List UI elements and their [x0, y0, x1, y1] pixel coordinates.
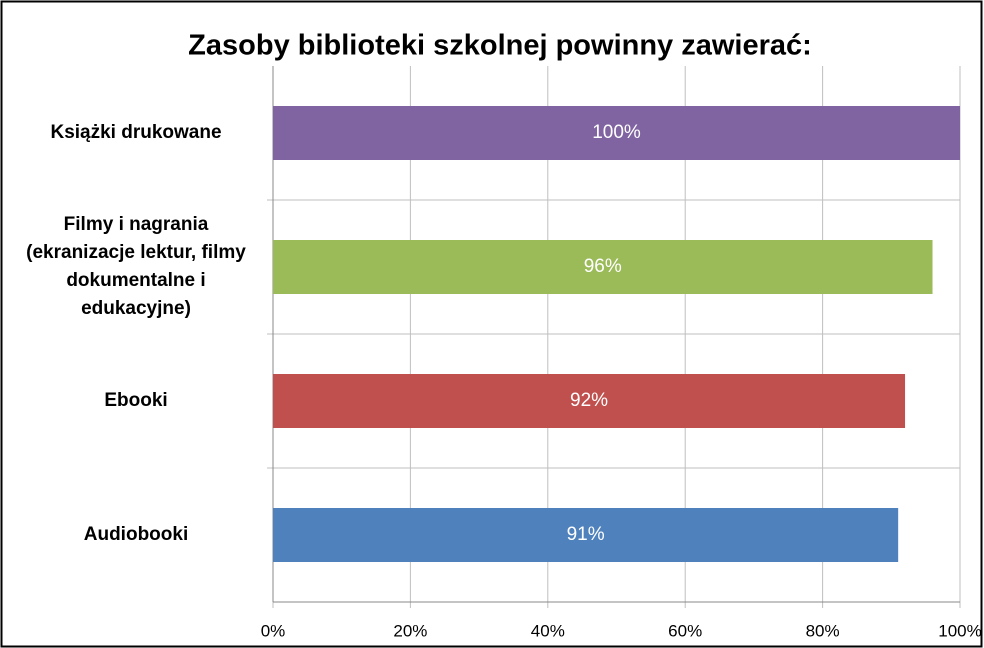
x-tick-label: 0% [261, 621, 286, 640]
bar [273, 106, 960, 160]
bar [273, 374, 906, 428]
x-tick-label: 60% [668, 621, 702, 640]
chart-title: Zasoby biblioteki szkolnej powinny zawie… [188, 30, 812, 62]
y-tick-label: Książki drukowane [50, 122, 222, 143]
x-tick-label: 100% [938, 621, 981, 640]
x-tick-label: 20% [393, 621, 427, 640]
y-tick-label: Audiobooki [83, 524, 189, 545]
bar [273, 508, 899, 562]
value-label: 100% [592, 122, 641, 143]
x-tick-label: 40% [531, 621, 565, 640]
value-label: 92% [570, 390, 608, 411]
x-tick-label: 80% [806, 621, 840, 640]
value-label: 96% [584, 256, 622, 277]
y-tick-label: Ebooki [104, 390, 168, 411]
bar [273, 240, 933, 294]
value-label: 91% [567, 524, 605, 545]
y-tick-label: Filmy i nagrania (ekranizacje lektur, fi… [26, 214, 246, 319]
